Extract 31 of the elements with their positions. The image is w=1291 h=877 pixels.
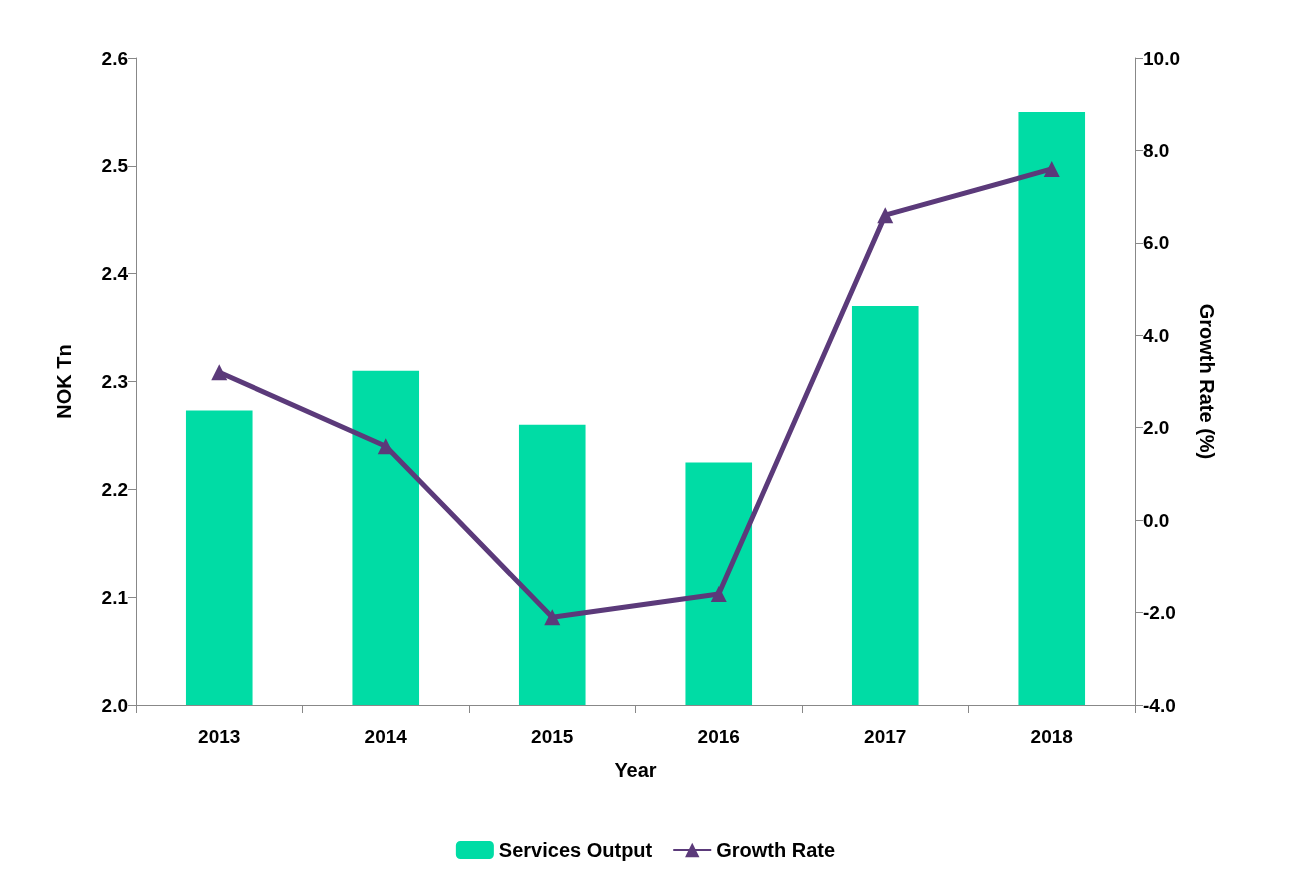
y-tick-label: 2.6 xyxy=(101,47,128,69)
x-tick-label: 2013 xyxy=(198,726,241,747)
y-tick-label: 2.0 xyxy=(101,694,128,716)
legend-label: Growth Rate xyxy=(716,839,836,861)
y-tick-label: 2.1 xyxy=(101,586,129,608)
y-tick-label: 2.4 xyxy=(101,263,129,285)
y2-tick-label: 6.0 xyxy=(1143,232,1170,254)
x-axis-title: Year xyxy=(614,759,657,781)
y2-tick-label: 10.0 xyxy=(1143,47,1180,69)
y2-tick-label: -4.0 xyxy=(1143,694,1176,716)
x-tick-label: 2016 xyxy=(697,726,740,747)
y2-tick-label: 0.0 xyxy=(1143,509,1170,531)
y-tick-label: 2.2 xyxy=(101,478,128,500)
point xyxy=(710,586,727,603)
point xyxy=(877,207,894,224)
point xyxy=(1043,160,1060,177)
y2-tick-label: 2.0 xyxy=(1143,417,1170,439)
x-tick-label: 2014 xyxy=(364,726,408,747)
x-tick-label: 2017 xyxy=(864,726,907,747)
point xyxy=(211,364,228,381)
y-tick-label: 2.3 xyxy=(101,371,128,392)
point xyxy=(544,609,561,626)
y-axis-title: NOK Tn xyxy=(53,344,75,419)
y2-tick-label: -2.0 xyxy=(1143,602,1176,624)
legend-label: Services Output xyxy=(498,839,653,861)
x-tick-label: 2018 xyxy=(1030,726,1073,747)
y2-tick-label: 4.0 xyxy=(1143,324,1170,346)
y2-tick-label: 8.0 xyxy=(1143,139,1170,161)
y2-axis-title: Growth Rate (%) xyxy=(1196,303,1218,460)
y-tick-label: 2.5 xyxy=(101,155,129,177)
x-tick-label: 2015 xyxy=(531,726,574,747)
